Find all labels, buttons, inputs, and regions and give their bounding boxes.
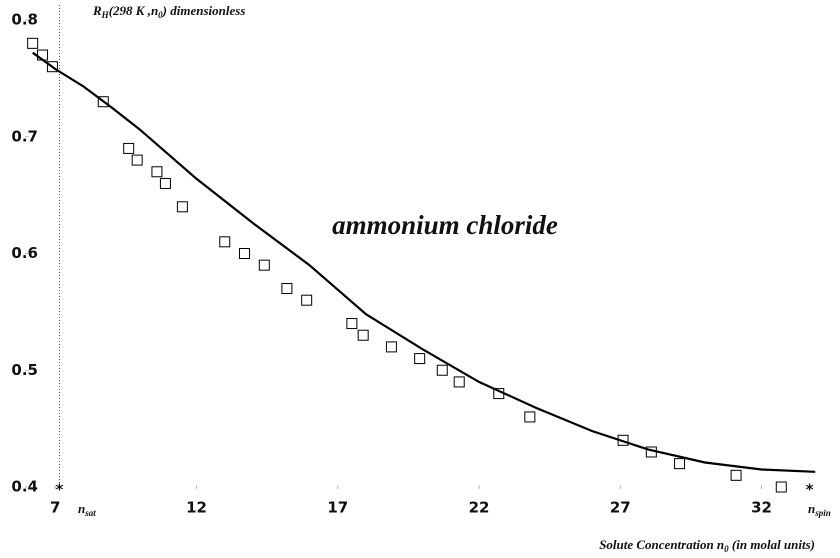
data-point xyxy=(301,294,313,306)
data-point xyxy=(645,446,657,458)
data-point xyxy=(219,236,231,248)
data-point xyxy=(46,61,58,73)
data-point xyxy=(97,96,109,108)
data-point xyxy=(37,49,49,61)
data-point xyxy=(436,364,448,376)
data-point xyxy=(524,411,536,423)
nsat-label-part: sat xyxy=(84,508,96,518)
x-tick-label: 22 xyxy=(469,499,490,517)
x-axis-label-part: Solute Concentration n xyxy=(599,537,724,552)
data-point xyxy=(131,154,143,166)
y-tick-label: 0.5 xyxy=(11,361,38,379)
nspin-label: nspin xyxy=(808,501,831,518)
annotation: RH(298 K ,n0) dimensionless xyxy=(92,3,245,20)
x-axis-label-part: (in molal units) xyxy=(729,537,815,552)
annotation-part: ) dimensionless xyxy=(162,3,246,18)
fit-curve xyxy=(32,51,816,473)
data-point xyxy=(453,376,465,388)
data-point xyxy=(730,469,742,481)
data-point xyxy=(775,481,787,493)
y-tick-label: 0.8 xyxy=(11,11,38,29)
x-tick-label: 32 xyxy=(751,499,772,517)
x-axis-label-part: 0 xyxy=(724,544,729,554)
data-point xyxy=(159,177,171,189)
nsat-label-part: n xyxy=(78,501,85,516)
data-point xyxy=(617,434,629,446)
data-point xyxy=(385,341,397,353)
nsat-label: nsat xyxy=(78,501,96,518)
y-tick-label: 0.4 xyxy=(11,478,38,496)
x-tick-label: 17 xyxy=(327,499,348,517)
data-point xyxy=(414,353,426,365)
chart-title: ammonium chloride xyxy=(332,210,558,240)
nspin-label-part: spin xyxy=(814,508,831,518)
data-point xyxy=(346,318,358,330)
data-point xyxy=(239,248,251,259)
nsat-star: * xyxy=(56,481,64,499)
y-tick-label: 0.6 xyxy=(11,244,38,262)
data-point xyxy=(281,283,293,295)
annotation-part: R xyxy=(92,3,102,18)
data-point xyxy=(27,37,39,49)
data-point xyxy=(258,259,270,271)
data-point xyxy=(674,458,686,470)
data-point xyxy=(493,388,505,400)
data-point xyxy=(357,329,369,341)
data-point xyxy=(176,201,188,213)
data-point xyxy=(151,166,163,178)
annotation-part: (298 K ,n xyxy=(109,3,158,18)
x-tick-label: 7 xyxy=(50,499,60,517)
y-tick-label: 0.7 xyxy=(11,127,38,145)
x-axis-label: Solute Concentration n0 (in molal units) xyxy=(599,537,815,554)
nspin-label-part: n xyxy=(808,501,815,516)
annotation-part: 0 xyxy=(158,10,163,20)
data-point xyxy=(123,142,135,154)
nspin-star: * xyxy=(806,481,814,499)
x-tick-label: 27 xyxy=(610,499,631,517)
annotation-part: H xyxy=(101,10,110,20)
x-tick-label: 12 xyxy=(186,499,207,517)
